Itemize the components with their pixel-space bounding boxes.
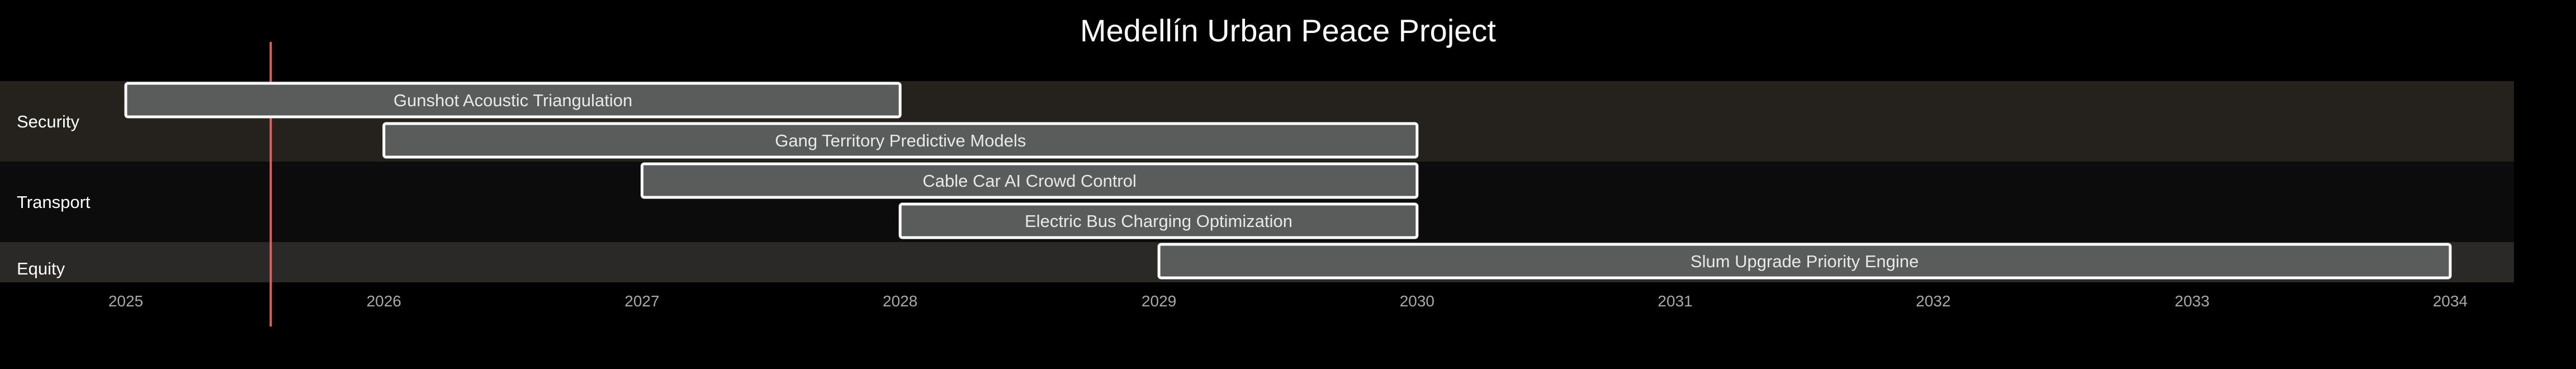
task-bar xyxy=(640,162,1419,199)
x-tick-label: 2031 xyxy=(1658,292,1692,310)
chart-title: Medellín Urban Peace Project xyxy=(1080,13,1496,48)
task-label: Electric Bus Charging Optimization xyxy=(1025,211,1292,231)
task-label: Cable Car AI Crowd Control xyxy=(922,171,1137,191)
x-tick-label: 2034 xyxy=(2433,292,2468,310)
task-bar xyxy=(898,202,1419,239)
task-label: Slum Upgrade Priority Engine xyxy=(1690,252,1919,271)
x-tick-label: 2029 xyxy=(1142,292,1176,310)
section-label: Equity xyxy=(17,259,65,278)
x-tick-label: 2026 xyxy=(367,292,401,310)
x-tick-label: 2033 xyxy=(2175,292,2209,310)
x-tick-label: 2028 xyxy=(883,292,917,310)
section-label: Security xyxy=(17,112,79,131)
x-tick-label: 2025 xyxy=(108,292,143,310)
section-label: Transport xyxy=(17,192,91,212)
task-bar xyxy=(124,82,902,119)
task-bar xyxy=(1157,243,2452,280)
task-bars: Gunshot Acoustic Triangulation Gang Terri… xyxy=(124,82,2452,280)
section-labels: Security Transport Equity xyxy=(17,112,91,278)
x-tick-label: 2030 xyxy=(1400,292,1434,310)
task-label: Gunshot Acoustic Triangulation xyxy=(394,91,632,110)
task-label: Gang Territory Predictive Models xyxy=(775,131,1026,150)
x-tick-label: 2032 xyxy=(1916,292,1950,310)
x-axis-ticks: 2025 2026 2027 2028 2029 2030 2031 2032 2033 2034 xyxy=(108,292,2468,310)
x-tick-label: 2027 xyxy=(624,292,659,310)
task-bar xyxy=(382,122,1419,159)
